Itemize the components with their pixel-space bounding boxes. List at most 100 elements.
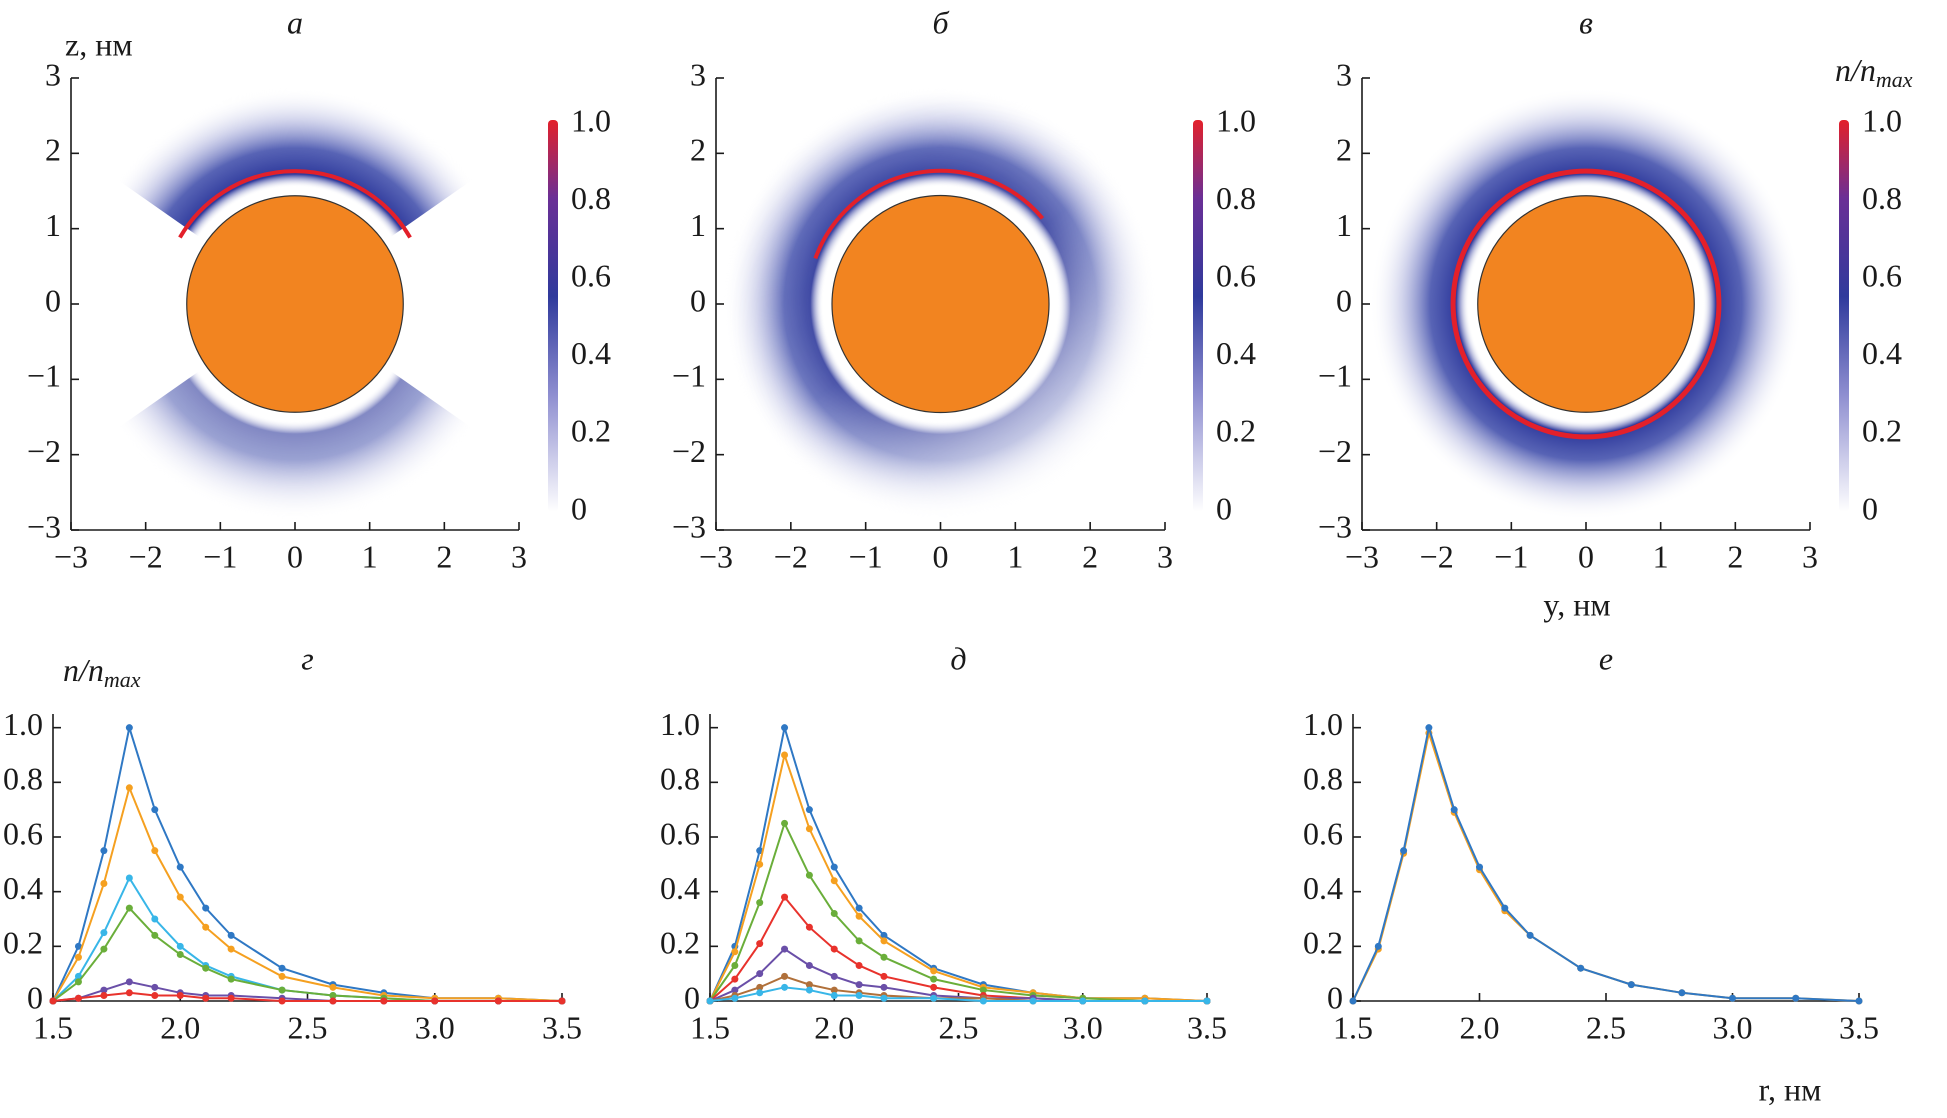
data-point	[151, 992, 159, 1000]
colorbar-tick-label: 0.8	[571, 180, 611, 216]
colorbar-tick-label: 1.0	[1862, 102, 1902, 138]
panel-title: б	[932, 4, 949, 40]
colorbar-tick-label: 0.6	[571, 258, 611, 294]
x-tick-label: −2	[1420, 538, 1454, 574]
data-point	[880, 994, 888, 1002]
data-point	[830, 992, 838, 1000]
y-tick-label: −3	[672, 508, 706, 544]
y-tick-label: 0	[1336, 282, 1352, 318]
data-point	[756, 983, 764, 991]
data-point	[805, 923, 813, 931]
data-point	[880, 972, 888, 980]
x-tick-label: 3	[1157, 538, 1173, 574]
data-point	[880, 937, 888, 945]
x-tick-label: −2	[774, 538, 808, 574]
y-tick-label: 0.2	[3, 925, 43, 961]
label-text: n/n	[1835, 52, 1876, 88]
colorbar-tick-label: 1.0	[1216, 102, 1256, 138]
y-tick-label: 0.6	[1303, 815, 1343, 851]
y-tick-label: 0	[690, 282, 706, 318]
data-point	[756, 989, 764, 997]
data-point	[930, 975, 938, 983]
x-tick-label: 2.0	[1460, 1009, 1500, 1045]
x-tick-label: 1.5	[690, 1009, 730, 1045]
x-tick-label: −1	[1494, 538, 1528, 574]
label-text: n/n	[63, 652, 104, 688]
y-tick-label: 1.0	[1303, 706, 1343, 742]
colorbar	[1839, 120, 1849, 512]
data-point	[125, 978, 133, 986]
y-tick-label: 3	[690, 56, 706, 92]
panel-title: е	[1599, 640, 1613, 676]
data-point	[176, 893, 184, 901]
colorbar-tick-label: 0.6	[1862, 258, 1902, 294]
data-point	[100, 879, 108, 887]
y-tick-label: 0.6	[3, 815, 43, 851]
x-tick-label: 1	[1007, 538, 1023, 574]
y-tick-label: 0	[684, 979, 700, 1015]
label-sub: max	[1876, 67, 1913, 92]
data-point	[151, 806, 159, 814]
data-point	[1203, 997, 1211, 1005]
data-point	[74, 942, 82, 950]
colorbar-tick-label: 0.4	[1216, 335, 1256, 371]
x-tick-label: 3	[1802, 538, 1818, 574]
data-point	[805, 825, 813, 833]
data-point	[125, 874, 133, 882]
x-axis-label: r, нм	[1759, 1071, 1822, 1107]
data-point	[781, 972, 789, 980]
x-tick-label: 3.5	[542, 1009, 582, 1045]
data-point	[1079, 997, 1087, 1005]
data-point	[100, 847, 108, 855]
y-tick-label: −1	[27, 358, 61, 394]
data-point	[930, 967, 938, 975]
data-point	[830, 910, 838, 918]
data-point	[1450, 806, 1458, 814]
y-tick-label: 1.0	[3, 706, 43, 742]
data-point	[781, 724, 789, 732]
data-point	[1577, 964, 1585, 972]
data-point	[830, 877, 838, 885]
data-point	[151, 847, 159, 855]
colorbar-tick-label: 0.4	[571, 335, 611, 371]
panel-title: а	[287, 4, 303, 40]
series-line	[1352, 727, 1860, 1002]
data-point	[781, 983, 789, 991]
series-line	[52, 784, 563, 1002]
data-point	[781, 819, 789, 827]
y-tick-label: −2	[27, 433, 61, 469]
density-map	[78, 87, 512, 521]
data-point	[202, 964, 210, 972]
data-point	[176, 951, 184, 959]
data-point	[855, 981, 863, 989]
x-tick-label: 3.5	[1839, 1009, 1879, 1045]
y-tick-label: −1	[672, 358, 706, 394]
data-point	[830, 863, 838, 871]
x-tick-label: 3.0	[1063, 1009, 1103, 1045]
density-map	[1369, 87, 1803, 521]
data-point	[930, 994, 938, 1002]
y-tick-label: 0	[27, 979, 43, 1015]
y-tick-label: 0.8	[3, 761, 43, 797]
data-point	[100, 945, 108, 953]
data-point	[880, 931, 888, 939]
data-point	[830, 986, 838, 994]
data-point	[1627, 981, 1635, 989]
y-tick-label: 0.6	[660, 815, 700, 851]
y-tick-label: 3	[1336, 56, 1352, 92]
data-point	[830, 945, 838, 953]
y-tick-label: −3	[27, 508, 61, 544]
data-point	[431, 997, 439, 1005]
data-point	[202, 904, 210, 912]
data-point	[380, 997, 388, 1005]
data-point	[1425, 724, 1433, 732]
data-point	[1501, 904, 1509, 912]
x-tick-label: 2	[1082, 538, 1098, 574]
colorbar-tick-label: 0.2	[1862, 413, 1902, 449]
colorbar-tick-label: 0.2	[1216, 413, 1256, 449]
data-point	[731, 948, 739, 956]
data-point	[781, 751, 789, 759]
x-tick-label: −2	[129, 538, 163, 574]
x-tick-label: 3	[511, 538, 527, 574]
data-point	[329, 997, 337, 1005]
